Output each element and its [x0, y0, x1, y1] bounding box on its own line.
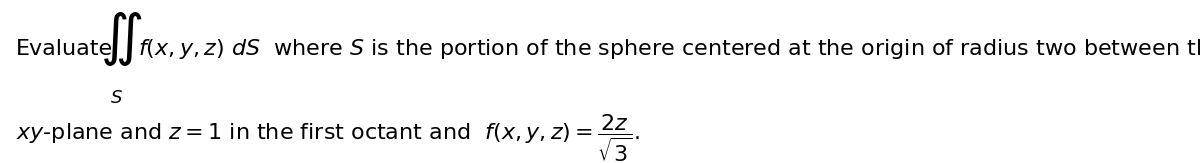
Text: $\iint$: $\iint$ — [100, 10, 142, 68]
Text: $S$: $S$ — [110, 89, 124, 107]
Text: Evaluate: Evaluate — [16, 39, 113, 59]
Text: $f(x, y, z)\ dS$  where $S$ is the portion of the sphere centered at the origin : $f(x, y, z)\ dS$ where $S$ is the portio… — [138, 37, 1200, 61]
Text: $xy$-plane and $z=1$ in the first octant and  $f(x, y, z) = \dfrac{2z}{\sqrt{3}}: $xy$-plane and $z=1$ in the first octant… — [16, 113, 640, 163]
